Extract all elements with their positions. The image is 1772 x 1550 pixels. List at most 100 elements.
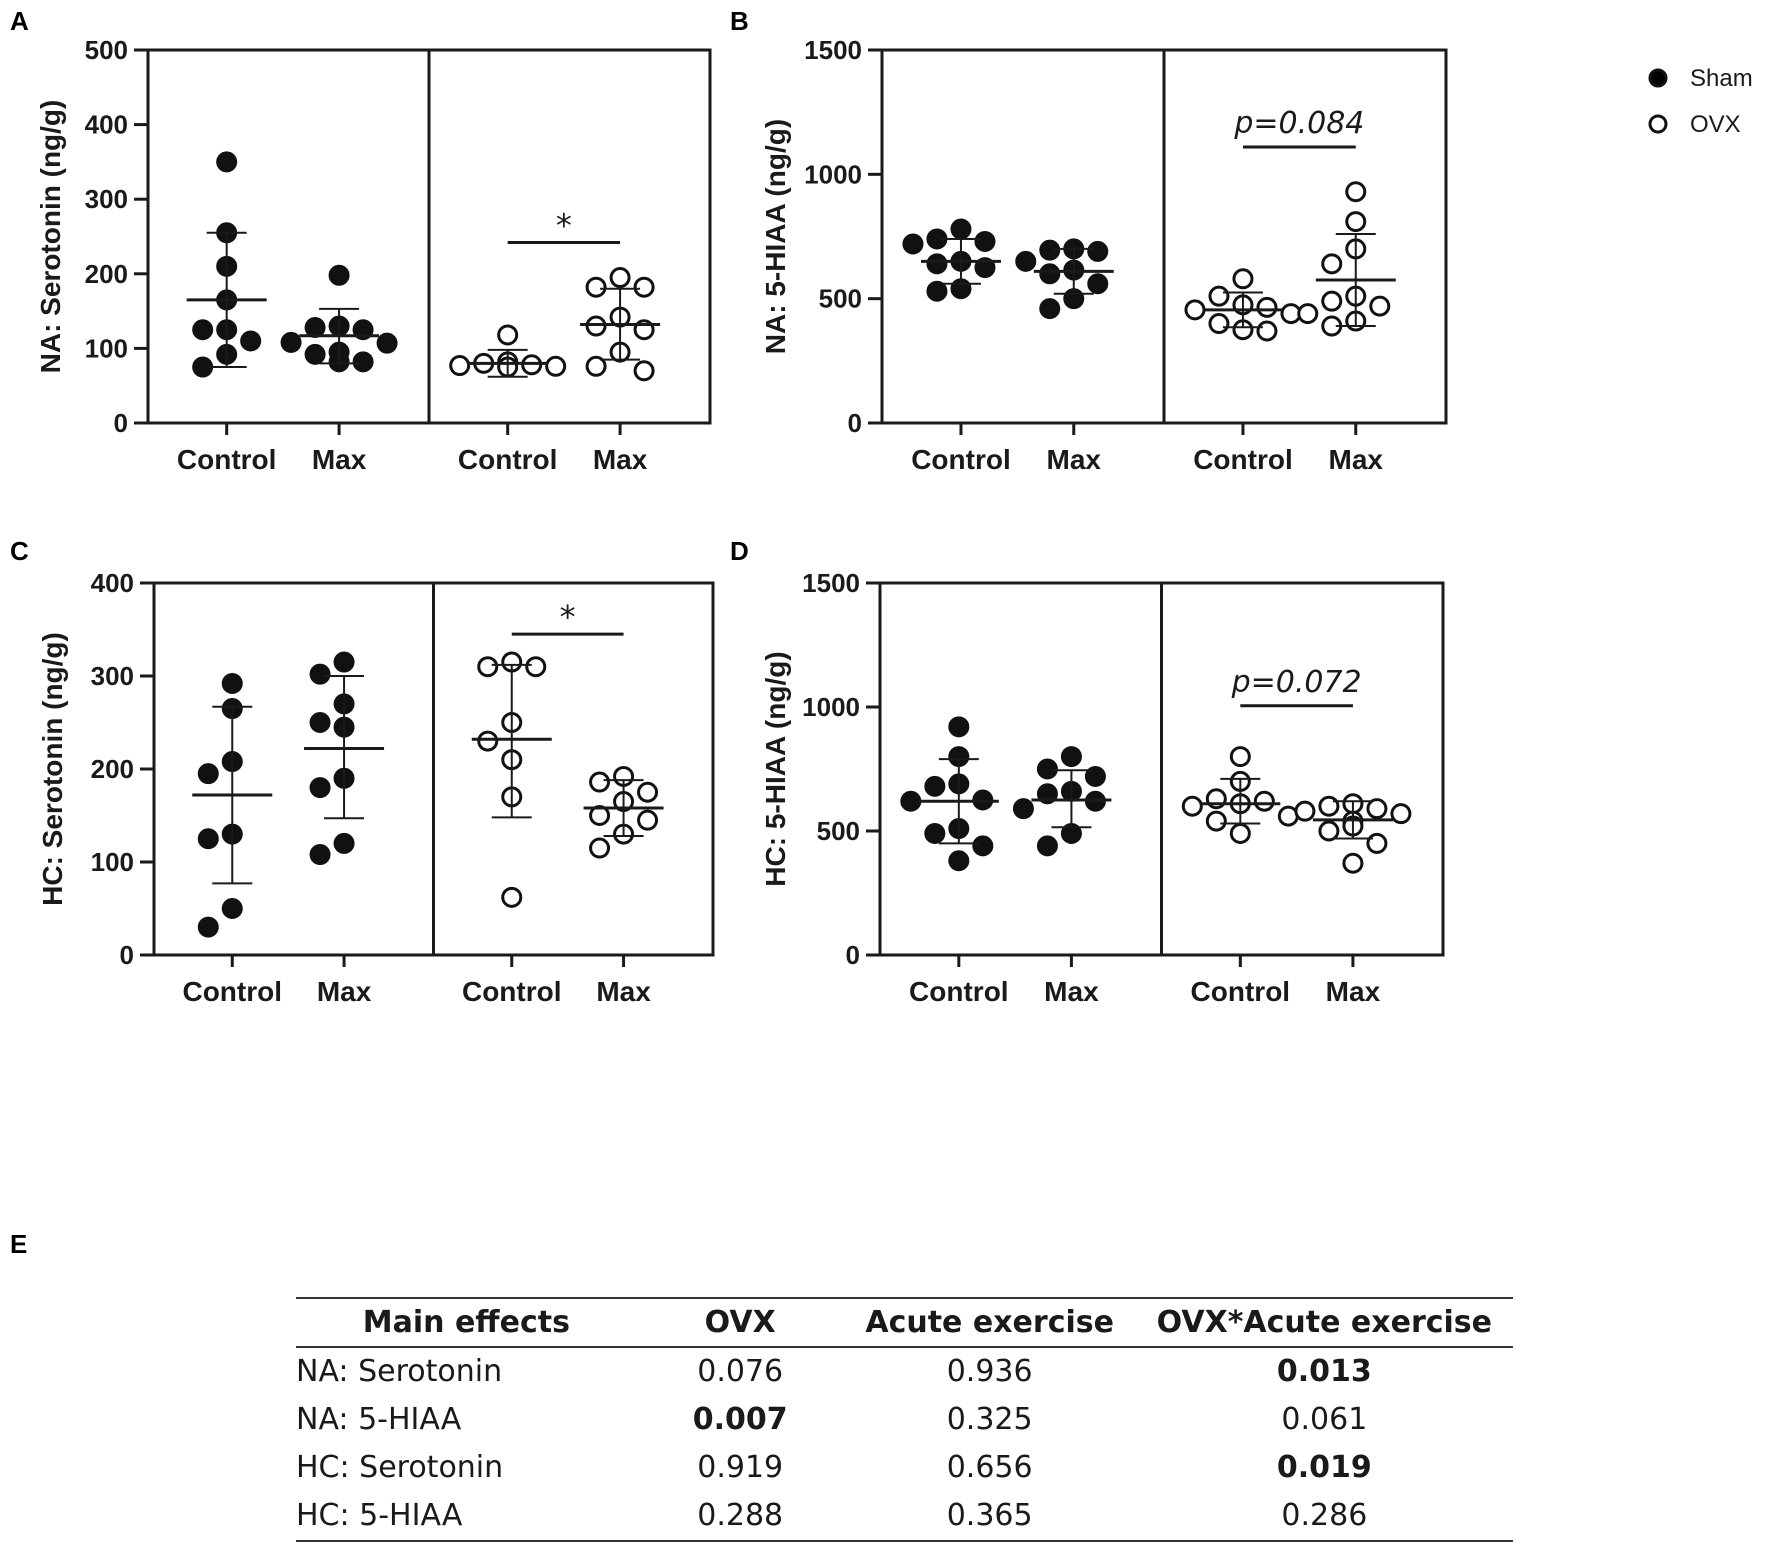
panel-letter: D [730,536,749,566]
data-point [1232,268,1254,290]
table-row: HC: Serotonin 0.919 0.656 0.019 [296,1444,1513,1492]
data-point [1297,303,1319,325]
y-tick-label: 1000 [802,692,860,722]
y-tick-label: 100 [85,333,128,363]
data-point [309,712,331,733]
data-point [449,355,471,377]
header-main-effects: Main effects [296,1297,637,1348]
row-label: HC: Serotonin [296,1450,504,1485]
legend: Sham OVX [1648,65,1753,138]
header-ovx: OVX [636,1297,844,1348]
data-point [309,844,331,866]
data-point [525,656,547,678]
data-point [1256,296,1278,318]
data-point [1208,285,1230,307]
stats-table-container: Main effects OVX Acute exercise OVX*Acut… [296,1297,1513,1542]
data-point [1205,810,1227,832]
data-point [240,330,262,352]
data-point [1390,803,1412,825]
data-point [633,360,655,382]
data-point [197,828,219,850]
panel-letter: A [10,6,29,36]
x-category-label: Control [458,444,558,475]
y-tick-label: 0 [114,408,128,438]
data-point [1039,239,1061,261]
x-category-label: Control [182,976,282,1007]
data-point [477,656,499,678]
data-point [1318,795,1340,817]
cell-ovx: 0.007 [692,1402,788,1437]
x-category-label: Control [1193,444,1293,475]
data-point [950,218,972,240]
data-point [1321,290,1343,312]
data-point [333,832,355,854]
significance-star: * [560,598,576,636]
data-point [477,730,499,752]
data-point [1039,263,1061,285]
data-point [900,790,922,812]
data-point [1015,250,1037,272]
cell-ovx: 0.919 [697,1450,784,1485]
panel-letter: E [10,1229,27,1259]
y-tick-label: 400 [85,110,128,140]
cell-acute-exercise: 0.365 [843,1492,1136,1542]
significance-star: * [556,206,572,244]
data-point [1036,835,1058,857]
cell-interaction: 0.013 [1276,1354,1372,1389]
table-row: HC: 5-HIAA 0.288 0.365 0.286 [296,1492,1513,1542]
data-point [924,775,946,797]
data-point [1366,798,1388,820]
data-point [972,835,994,857]
x-category-label: Max [1047,444,1102,475]
y-tick-label: 1500 [802,568,860,598]
data-point [216,151,238,173]
y-axis-label: HC: Serotonin (ng/g) [37,632,68,906]
x-category-label: Max [596,976,651,1007]
x-category-label: Max [593,444,648,475]
p-value-label: p=0.084 [1233,106,1364,141]
data-point [948,850,970,872]
x-category-label: Control [462,976,562,1007]
y-tick-label: 300 [91,661,134,691]
data-point [948,716,970,738]
cell-acute-exercise: 0.936 [946,1354,1033,1389]
x-category-label: Control [909,976,1009,1007]
data-point [1039,298,1061,320]
data-point [589,837,611,859]
data-point [924,822,946,844]
data-point [1181,795,1203,817]
data-point [1036,758,1058,780]
cell-ovx: 0.288 [636,1492,844,1542]
data-point [1342,852,1364,874]
data-point [1321,253,1343,275]
data-point [589,771,611,793]
x-category-label: Max [1044,976,1099,1007]
data-point [304,343,326,365]
data-point [609,267,631,289]
data-point [1318,820,1340,842]
data-point [376,332,398,354]
panel-d: D 0 500 1000 1500 HC: 5-HIAA (ng/g) Control Max… [730,536,1445,1007]
y-tick-label: 200 [91,754,134,784]
data-point [221,898,243,919]
data-point [974,230,996,252]
data-point [1253,790,1275,812]
panel-c: C 0 100 200 300 400 HC: Serotonin (ng/g) Contro… [10,536,715,1007]
panel-a: A 0 100 200 300 400 500 NA: Serotonin (ng/g) Con… [10,6,712,475]
row-label: HC: 5-HIAA [296,1492,637,1542]
data-point [926,280,948,302]
data-point [1366,832,1388,854]
data-point [304,317,326,339]
y-tick-label: 1500 [804,35,862,65]
row-label: NA: 5-HIAA [296,1402,462,1437]
stats-table: Main effects OVX Acute exercise OVX*Acut… [296,1297,1513,1542]
data-point [589,805,611,826]
cell-acute-exercise: 0.656 [946,1450,1033,1485]
data-point [280,331,302,353]
data-point [221,672,243,694]
data-point [309,777,331,799]
data-point [1012,798,1034,820]
data-point [328,264,350,286]
data-point [1345,211,1367,233]
data-point [1294,800,1316,822]
